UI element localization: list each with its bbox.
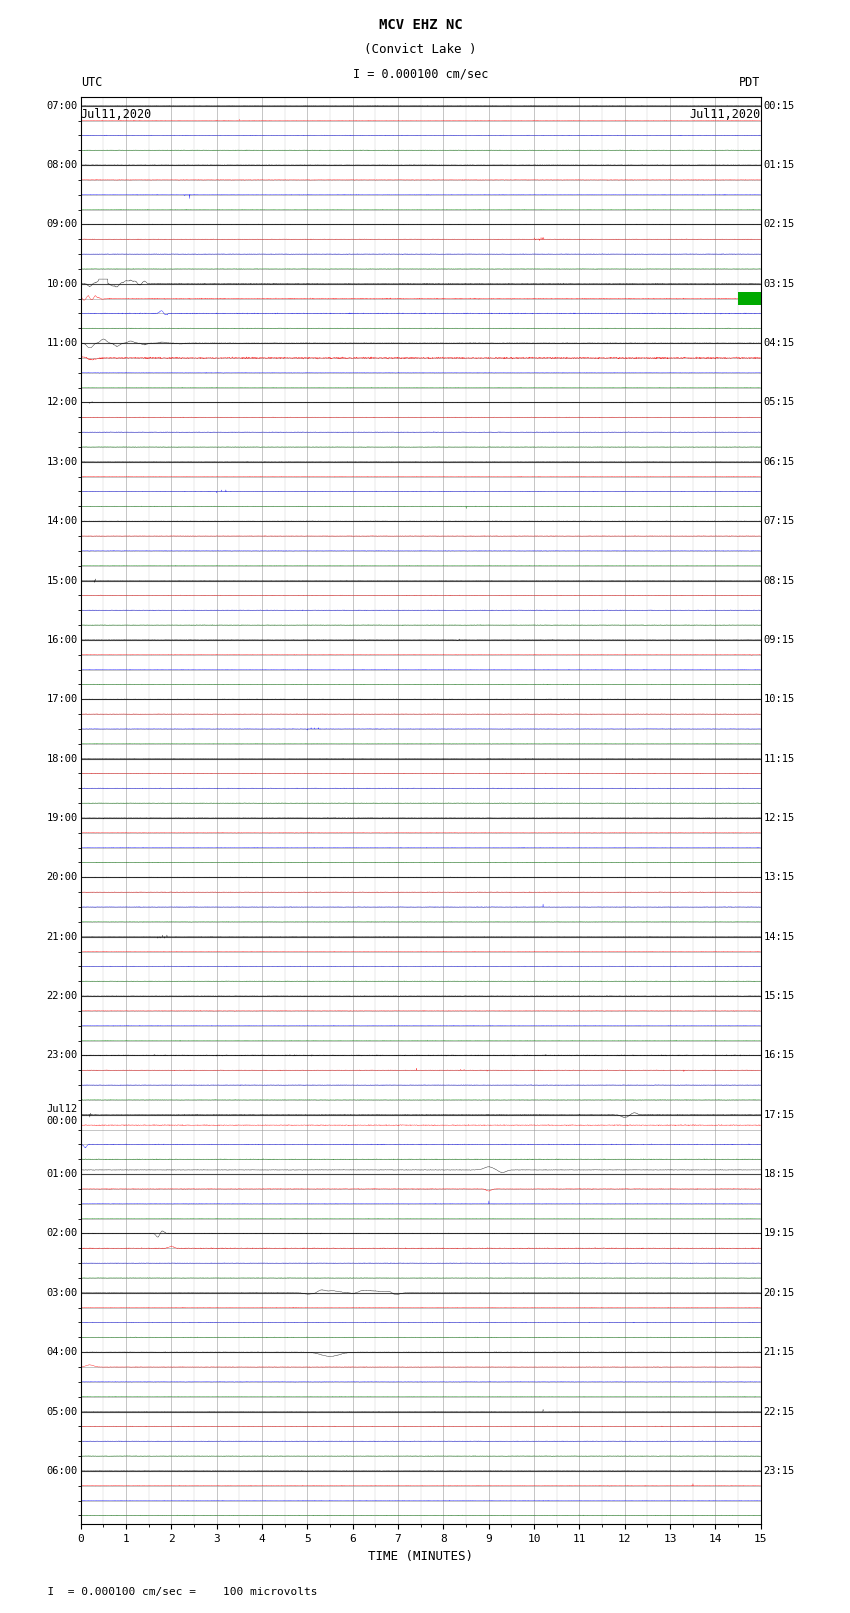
X-axis label: TIME (MINUTES): TIME (MINUTES)	[368, 1550, 473, 1563]
Text: UTC: UTC	[81, 76, 102, 89]
Text: MCV EHZ NC: MCV EHZ NC	[379, 18, 462, 32]
Text: Jul11,2020: Jul11,2020	[689, 108, 761, 121]
Bar	[738, 292, 761, 305]
Text: I = 0.000100 cm/sec: I = 0.000100 cm/sec	[353, 68, 489, 81]
Text: Jul11,2020: Jul11,2020	[81, 108, 152, 121]
Text: (Convict Lake ): (Convict Lake )	[365, 44, 477, 56]
Text: I  = 0.000100 cm/sec =    100 microvolts: I = 0.000100 cm/sec = 100 microvolts	[34, 1587, 318, 1597]
Text: PDT: PDT	[740, 76, 761, 89]
